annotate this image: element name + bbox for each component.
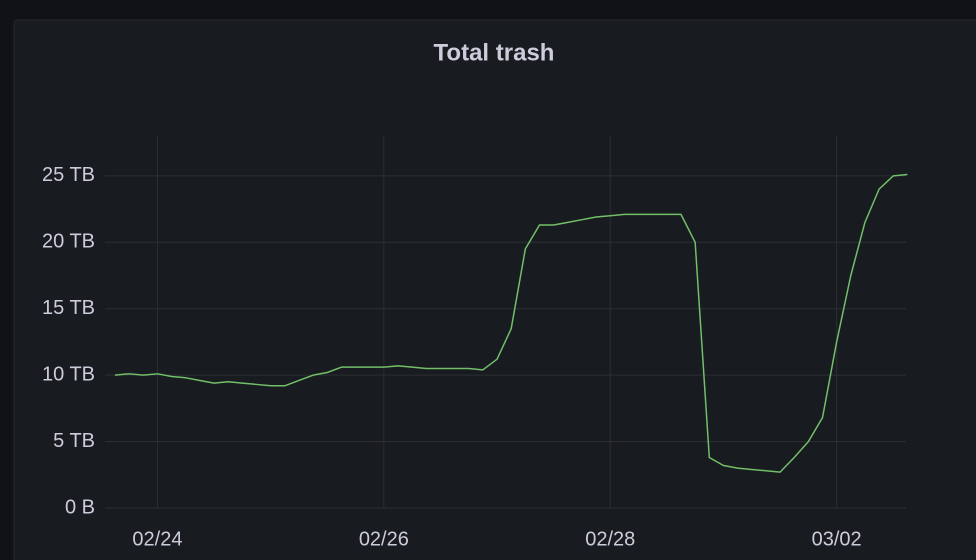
panel bbox=[13, 19, 976, 560]
y-tick-label: 25 TB bbox=[42, 164, 95, 186]
x-tick-label: 02/28 bbox=[585, 528, 635, 550]
x-tick-label: 02/26 bbox=[359, 528, 409, 550]
y-tick-label: 0 B bbox=[65, 496, 95, 518]
x-tick-label: 02/24 bbox=[132, 528, 182, 550]
x-tick-label: 03/02 bbox=[812, 528, 862, 550]
chart-title: Total trash bbox=[434, 39, 555, 66]
y-tick-label: 15 TB bbox=[42, 297, 95, 319]
y-tick-label: 10 TB bbox=[42, 363, 95, 385]
y-tick-label: 20 TB bbox=[42, 231, 95, 253]
data-line bbox=[114, 173, 908, 473]
y-tick-label: 5 TB bbox=[53, 430, 95, 452]
